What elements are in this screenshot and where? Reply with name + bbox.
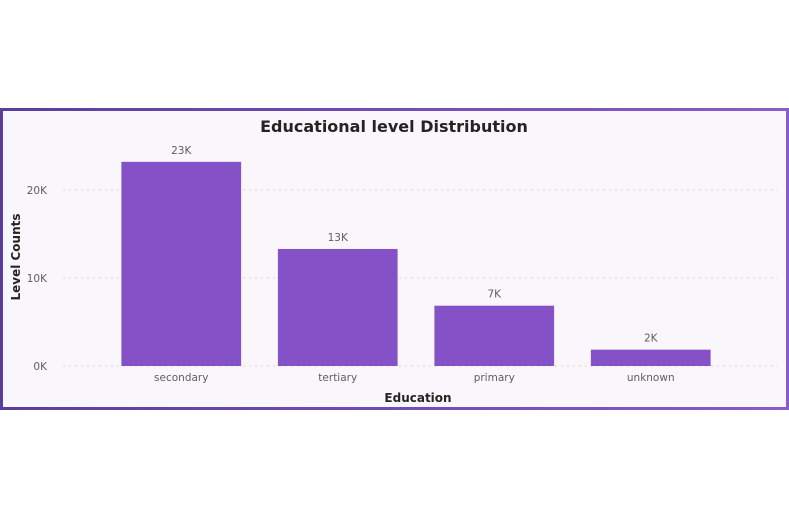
x-tick-label-primary: primary (474, 372, 515, 384)
chart-title: Educational level Distribution (260, 117, 528, 136)
x-axis-title: Education (384, 391, 451, 405)
data-labels: 23K 13K 7K 2K (171, 145, 659, 345)
data-label-primary: 7K (487, 289, 502, 301)
bar-chart: Educational level Distribution 0K10K20K … (9, 117, 778, 405)
x-tick-label-unknown: unknown (627, 372, 675, 384)
y-tick-label: 20K (27, 185, 48, 197)
x-axis-ticks: secondary tertiary primary unknown (154, 372, 675, 384)
bars (121, 161, 711, 366)
chart-visual: Educational level Distribution 0K 10K 20K … (3, 111, 786, 407)
chart-visual-frame: Educational level Distribution 0K 10K 20K … (0, 108, 789, 410)
y-axis-title: Level Counts (9, 213, 23, 300)
y-tick-label: 0K (33, 361, 48, 373)
bar-secondary[interactable] (121, 161, 242, 366)
x-tick-label-tertiary: tertiary (318, 372, 357, 384)
data-label-unknown: 2K (644, 333, 659, 345)
bar-primary[interactable] (434, 305, 555, 366)
y-axis-ticks: 0K 10K 20K (27, 185, 48, 373)
data-label-secondary: 23K (171, 145, 192, 157)
data-label-tertiary: 13K (328, 232, 349, 244)
bar-tertiary[interactable] (277, 248, 398, 366)
y-tick-label: 10K (27, 273, 48, 285)
bar-unknown[interactable] (590, 349, 711, 366)
x-tick-label-secondary: secondary (154, 372, 208, 384)
